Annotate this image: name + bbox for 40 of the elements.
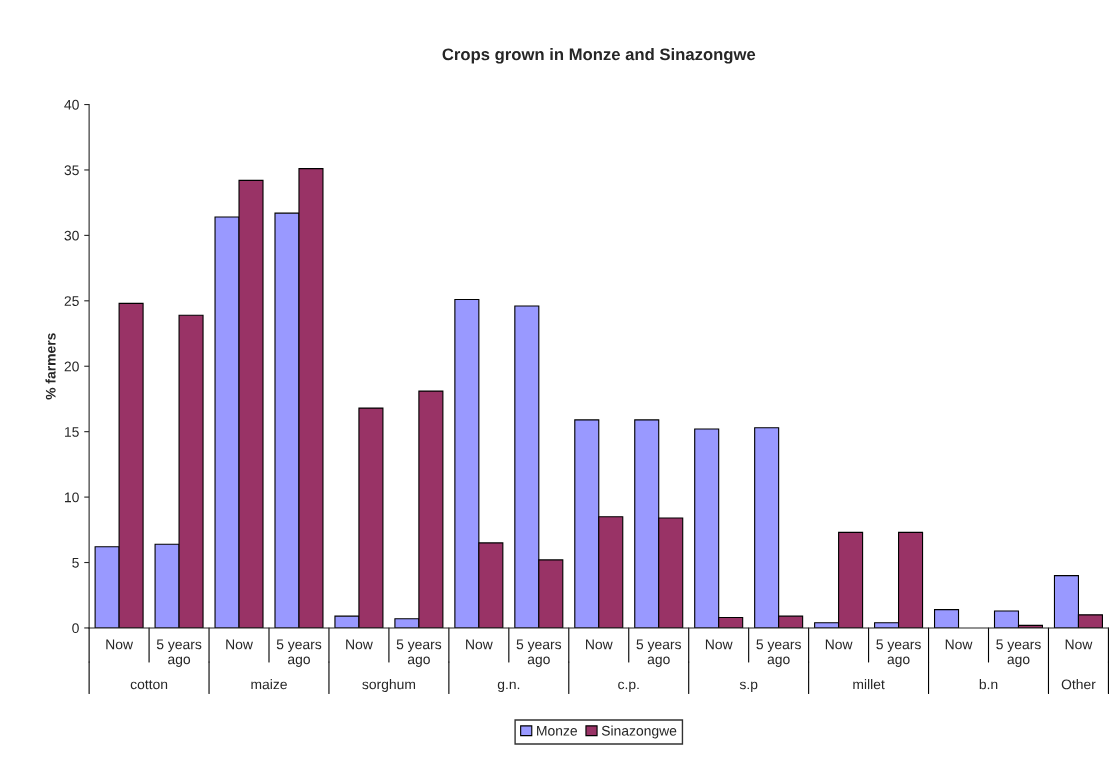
x-tick-label: Now [586,639,613,650]
x-tick-label: 5 years ago [876,639,921,667]
y-axis-title: % farmers [45,333,56,400]
y-tick-label: 30 [64,230,79,241]
y-tick-label: 20 [64,361,79,372]
text: maize [251,679,287,690]
y-tick-label: 40 [64,99,79,110]
text: sorghum [362,679,416,692]
x-tick-label: Now [705,639,733,650]
text: cotton [130,680,168,690]
x-tick-label: Now [945,639,973,650]
x-tick-label: Now [825,639,853,650]
x-tick-label: Now [466,639,493,650]
chart-title: Crops grown in Monze and Sinazongwe [442,48,756,64]
x-tick-label: 5 years ago [276,639,322,667]
x-tick-label: Now [346,639,373,650]
legend-label: Monze [537,726,577,736]
y-tick-label: 25 [64,296,79,306]
text: b.n [979,679,998,690]
x-tick-label: Now [1065,639,1093,650]
y-tick-label: 35 [64,165,79,176]
y-tick-label: 5 [72,558,79,568]
text: g.n. [497,681,520,692]
x-tick-label: Now [106,639,134,650]
x-tick-label: 5 years ago [636,639,682,667]
bar [933,609,960,628]
text: s.p [739,681,758,692]
x-tick-label: 5 years ago [156,639,202,667]
x-tick-label: Now [226,639,253,650]
y-tick-label: 10 [65,492,79,503]
text: Other [1061,679,1096,690]
legend-label: Sinazongwe [601,725,677,739]
x-tick-label: 5 years ago [756,639,801,667]
text: millet [853,679,885,690]
x-tick-label: 5 years ago [996,639,1041,667]
x-tick-label: 5 years ago [516,639,562,667]
text: c.p. [618,681,639,692]
y-tick-label: 15 [65,427,79,437]
y-tick-label: 0 [72,623,79,634]
x-tick-label: 5 years ago [396,639,442,667]
